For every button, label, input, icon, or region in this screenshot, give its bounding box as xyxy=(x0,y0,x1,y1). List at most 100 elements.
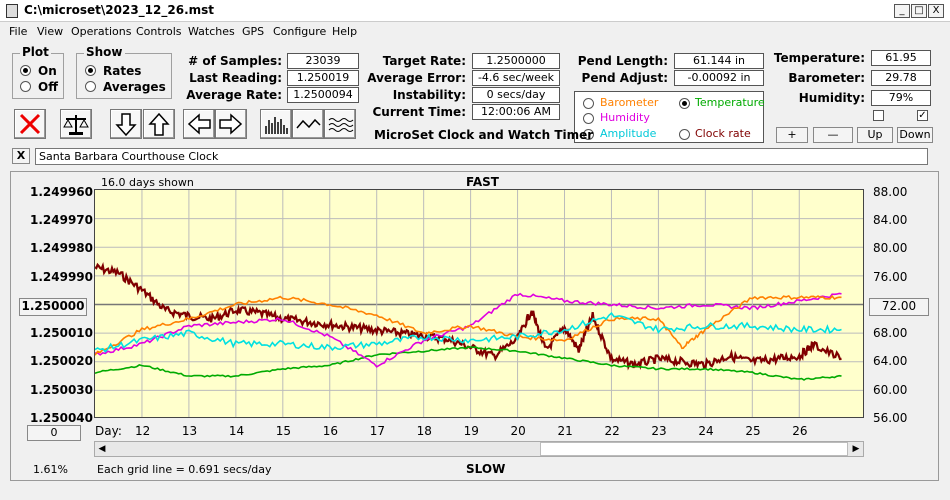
barometer-radio[interactable] xyxy=(583,98,594,109)
humidity-label: Humidity: xyxy=(798,91,865,105)
balance-scale-icon xyxy=(63,115,89,135)
grid-note: Each grid line = 0.691 secs/day xyxy=(97,463,272,476)
barometer-value: 29.78 xyxy=(871,70,931,86)
fast-label: FAST xyxy=(466,175,499,189)
time-scrollbar[interactable]: ◀ ▶ xyxy=(94,441,864,457)
minimize-button[interactable]: _ xyxy=(894,4,910,18)
temperature-value: 61.95 xyxy=(871,50,931,66)
humidity-value: 79% xyxy=(871,90,931,106)
stop-icon xyxy=(19,113,41,135)
offset-zero-button[interactable]: 0 xyxy=(27,425,81,441)
left-tick: 1.249980 xyxy=(30,241,94,255)
chart-panel xyxy=(10,171,939,481)
up-button[interactable]: Up xyxy=(857,127,893,143)
left-tick: 1.250030 xyxy=(30,383,94,397)
histogram-button[interactable] xyxy=(260,109,292,139)
clock-rate-radio[interactable] xyxy=(679,129,690,140)
humidity-checkbox-left[interactable] xyxy=(873,110,884,121)
note-clear-button[interactable]: X xyxy=(12,148,30,164)
day-tick-label: 24 xyxy=(698,424,714,438)
right-tick: 88.00 xyxy=(873,185,908,199)
day-tick-label: 16 xyxy=(322,424,339,438)
stop-button[interactable] xyxy=(14,109,46,139)
amplitude-option: Amplitude xyxy=(600,127,657,140)
menu-watches[interactable]: Watches xyxy=(188,25,235,38)
maximize-button[interactable]: □ xyxy=(911,4,927,18)
right-tick: 84.00 xyxy=(873,213,908,227)
minus-button[interactable]: — xyxy=(813,127,853,143)
day-tick-label: 23 xyxy=(651,424,667,438)
left-tick: 1.250010 xyxy=(30,326,94,340)
down-button[interactable]: Down xyxy=(897,127,933,143)
show-group-title: Show xyxy=(84,45,125,59)
day-tick-label: 13 xyxy=(181,424,198,438)
scroll-thumb[interactable] xyxy=(540,442,848,456)
menu-gps[interactable]: GPS xyxy=(242,25,265,38)
clock-name-input[interactable]: Santa Barbara Courthouse Clock xyxy=(35,148,928,165)
days-shown-label: 16.0 days shown xyxy=(101,176,194,189)
left-tick: 1.250020 xyxy=(30,354,94,368)
right-arrow-button[interactable] xyxy=(215,109,247,139)
menu-controls[interactable]: Controls xyxy=(136,25,182,38)
day-tick-label: 26 xyxy=(792,424,808,438)
right-center-button[interactable]: 72.00 xyxy=(869,298,929,316)
humidity-checkbox-right[interactable]: ✓ xyxy=(917,110,928,121)
sensor-select-box: Barometer Temperature Humidity Amplitude… xyxy=(574,91,765,143)
line-graph-button[interactable] xyxy=(292,109,324,139)
up-arrow-button[interactable] xyxy=(143,109,175,139)
left-arrow-icon xyxy=(187,113,211,135)
plot-on-label: On xyxy=(38,64,57,78)
wave-icon xyxy=(328,118,354,132)
day-tick-label: 22 xyxy=(604,424,620,438)
left-center-button[interactable]: 1.250000 xyxy=(19,298,87,316)
plot-off-radio[interactable] xyxy=(20,81,31,92)
pend-length-label: Pend Length: xyxy=(577,54,668,68)
scroll-left-arrow[interactable]: ◀ xyxy=(98,444,106,454)
current-time-label: Current Time: xyxy=(372,105,466,119)
amplitude-radio[interactable] xyxy=(583,129,594,140)
instability-value: 0 secs/day xyxy=(472,87,560,103)
samples-value: 23039 xyxy=(287,53,359,69)
average-rate-label: Average Rate: xyxy=(186,88,282,102)
rate-chart xyxy=(94,189,864,418)
noise-graph-button[interactable] xyxy=(324,109,356,139)
day-prefix: Day: xyxy=(95,424,122,438)
samples-label: # of Samples: xyxy=(188,54,282,68)
title-bar: C:\microset\2023_12_26.mst _ □ X xyxy=(0,0,950,22)
close-button[interactable]: X xyxy=(928,4,944,18)
menu-file[interactable]: File xyxy=(9,25,28,38)
series-line-temperature xyxy=(95,346,842,381)
percent-label: 1.61% xyxy=(33,463,68,476)
left-arrow-button[interactable] xyxy=(183,109,215,139)
balance-button[interactable] xyxy=(60,109,92,139)
left-tick: 1.250040 xyxy=(30,411,94,425)
clock-rate-option: Clock rate xyxy=(695,127,751,140)
temperature-radio[interactable] xyxy=(679,98,690,109)
menu-bar: File View Operations Controls Watches GP… xyxy=(0,22,950,42)
right-tick: 68.00 xyxy=(873,326,908,340)
plot-off-label: Off xyxy=(38,80,58,94)
menu-view[interactable]: View xyxy=(37,25,64,38)
right-tick: 60.00 xyxy=(873,383,908,397)
scroll-right-arrow[interactable]: ▶ xyxy=(852,444,860,454)
pend-adjust-value: -0.00092 in xyxy=(674,70,764,86)
left-tick: 1.249990 xyxy=(30,270,94,284)
menu-help[interactable]: Help xyxy=(332,25,358,38)
humidity-radio[interactable] xyxy=(583,113,594,124)
right-tick: 56.00 xyxy=(873,411,908,425)
last-reading-value: 1.250019 xyxy=(287,70,359,86)
day-tick-label: 25 xyxy=(745,424,761,438)
menu-operations[interactable]: Operations xyxy=(71,25,132,38)
menu-configure[interactable]: Configure xyxy=(273,25,327,38)
plus-button[interactable]: + xyxy=(776,127,808,143)
show-averages-radio[interactable] xyxy=(85,81,96,92)
show-rates-radio[interactable] xyxy=(85,65,96,76)
down-arrow-button[interactable] xyxy=(110,109,142,139)
brand-title: MicroSet Clock and Watch Timer xyxy=(374,128,594,142)
down-arrow-icon xyxy=(115,113,137,137)
current-time-value: 12:00:06 AM xyxy=(472,104,560,120)
plot-on-radio[interactable] xyxy=(20,65,31,76)
day-tick-label: 14 xyxy=(228,424,245,438)
last-reading-label: Last Reading: xyxy=(189,71,282,85)
show-rates-label: Rates xyxy=(103,64,142,78)
